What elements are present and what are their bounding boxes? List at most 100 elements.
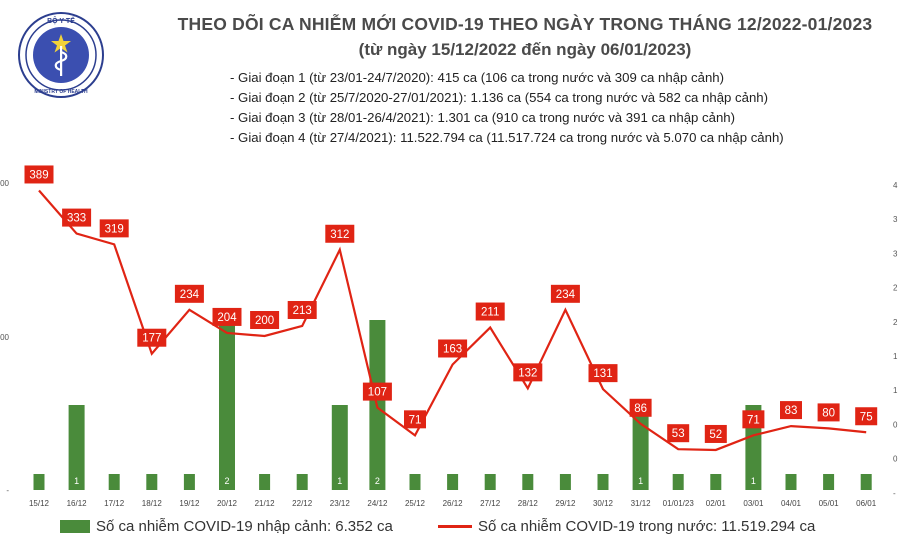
line-point-label-box <box>24 165 54 184</box>
bar-value-label: 2 <box>224 476 229 486</box>
bar-imported <box>146 474 158 490</box>
line-value-label: 86 <box>634 403 647 415</box>
line-point-label-box <box>550 284 580 303</box>
y-right-tick-label: 4 <box>893 181 898 190</box>
bar-imported <box>522 474 534 490</box>
x-category-label: 23/12 <box>330 499 351 508</box>
bar-imported <box>219 320 235 490</box>
x-category-label: 20/12 <box>217 499 238 508</box>
y-right-tick-label: 1 <box>893 386 898 395</box>
x-category-label: 29/12 <box>555 499 576 508</box>
bar-imported <box>672 474 684 490</box>
y-left-tick-label: 400 <box>0 179 10 188</box>
y-right-tick-label: 0 <box>893 455 898 464</box>
y-right-tick-label: 1 <box>893 352 898 361</box>
line-value-label: 131 <box>593 368 612 380</box>
period-notes: - Giai đoạn 1 (từ 23/01-24/7/2020): 415 … <box>230 68 784 148</box>
y-left-tick-label: 200 <box>0 333 10 342</box>
bar-value-label: 2 <box>375 476 380 486</box>
ministry-of-health-logo: BỘ Y TẾ MINISTRY OF HEALTH <box>18 12 104 98</box>
line-value-label: 132 <box>518 367 537 379</box>
x-category-label: 21/12 <box>255 499 276 508</box>
bar-imported <box>108 474 120 490</box>
line-value-label: 177 <box>142 333 161 345</box>
bar-value-label: 1 <box>74 476 79 486</box>
bar-imported <box>409 474 421 490</box>
y-right-tick-label: 2 <box>893 284 898 293</box>
x-category-label: 15/12 <box>29 499 50 508</box>
line-point-label-box <box>174 284 204 303</box>
bar-imported <box>447 474 459 490</box>
line-point-label-box <box>287 300 317 319</box>
bar-imported <box>33 474 45 490</box>
x-category-label: 16/12 <box>67 499 88 508</box>
bar-value-label: 1 <box>751 476 756 486</box>
line-point-label-box <box>629 398 652 417</box>
x-category-label: 17/12 <box>104 499 125 508</box>
legend-bar-swatch <box>60 519 90 533</box>
line-value-label: 83 <box>785 405 798 417</box>
line-value-label: 211 <box>481 307 499 319</box>
x-category-label: 22/12 <box>292 499 313 508</box>
line-value-label: 80 <box>822 407 835 419</box>
line-point-label-box <box>438 339 468 358</box>
x-category-label: 27/12 <box>480 499 501 508</box>
bar-imported <box>823 474 835 490</box>
line-value-label: 204 <box>217 312 237 324</box>
x-category-label: 18/12 <box>142 499 163 508</box>
line-point-label-box <box>99 219 129 238</box>
logo-bottom-text: MINISTRY OF HEALTH <box>34 89 88 95</box>
line-point-label-box <box>325 224 355 243</box>
bar-imported <box>860 474 872 490</box>
line-value-label: 71 <box>747 414 760 426</box>
line-value-label: 53 <box>672 428 685 440</box>
line-point-label-box <box>212 307 242 326</box>
bar-imported <box>296 474 308 490</box>
y-left-tick-label: - <box>6 486 9 495</box>
y-right-tick-label: - <box>893 489 896 498</box>
line-point-label-box <box>667 424 690 443</box>
line-value-label: 234 <box>556 289 576 301</box>
x-category-label: 30/12 <box>593 499 614 508</box>
line-point-label-box <box>588 364 618 383</box>
bar-imported <box>68 405 85 490</box>
line-value-label: 75 <box>860 411 873 423</box>
chart-subtitle: (từ ngày 15/12/2022 đến ngày 06/01/2023) <box>358 40 692 59</box>
line-value-label: 389 <box>29 169 48 181</box>
y-right-tick-label: 3 <box>893 249 898 258</box>
line-value-label: 213 <box>293 305 312 317</box>
x-category-label: 02/01 <box>706 499 727 508</box>
line-value-label: 107 <box>368 387 387 399</box>
chart-plot-area: 400200-433221100-12121138933331917723420… <box>0 165 898 508</box>
bar-imported <box>597 474 609 490</box>
line-value-label: 319 <box>105 223 124 235</box>
legend-imported: Số ca nhiễm COVID-19 nhập cảnh: 6.352 ca <box>60 516 393 536</box>
line-point-label-box <box>780 401 802 420</box>
legend-domestic-label: Số ca nhiễm COVID-19 trong nước: 11.519.… <box>478 517 816 535</box>
chart-title: THEO DÕI CA NHIỄM MỚI COVID-19 THEO NGÀY… <box>177 14 873 34</box>
bar-value-label: 1 <box>638 476 643 486</box>
legend-domestic: Số ca nhiễm COVID-19 trong nước: 11.519.… <box>438 516 815 536</box>
line-point-label-box <box>742 410 765 429</box>
period-note-2: - Giai đoạn 2 (từ 25/7/2020-27/01/2021):… <box>230 90 769 105</box>
y-right-tick-label: 0 <box>893 420 898 429</box>
line-point-label-box <box>475 302 505 321</box>
legend-line-swatch <box>438 524 472 528</box>
bar-imported <box>559 474 571 490</box>
x-category-label: 03/01 <box>743 499 764 508</box>
bar-value-label: 1 <box>337 476 342 486</box>
period-note-4: - Giai đoạn 4 (từ 27/4/2021): 11.522.794… <box>230 130 784 145</box>
x-category-label: 28/12 <box>518 499 539 508</box>
line-point-label-box <box>817 403 840 422</box>
line-point-label-box <box>250 311 280 329</box>
line-point-label-box <box>855 407 878 426</box>
y-right-tick-label: 2 <box>893 318 898 327</box>
line-value-label: 200 <box>255 315 274 327</box>
line-value-label: 71 <box>409 414 422 426</box>
x-category-label: 31/12 <box>631 499 652 508</box>
bar-imported <box>710 474 722 490</box>
line-point-label-box <box>62 208 92 227</box>
x-category-label: 04/01 <box>781 499 802 508</box>
x-category-label: 26/12 <box>443 499 464 508</box>
x-category-label: 05/01 <box>819 499 840 508</box>
